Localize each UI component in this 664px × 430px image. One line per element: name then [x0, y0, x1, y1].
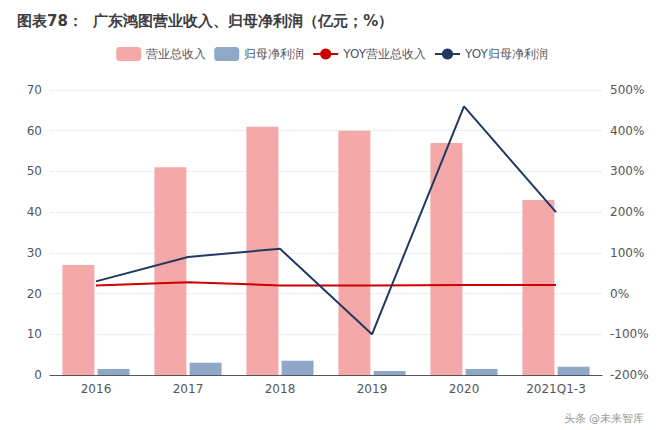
svg-text:图表78： 广东鸿图营业收入、归母净利润（亿元；%）: 图表78： 广东鸿图营业收入、归母净利润（亿元；%）	[17, 12, 393, 30]
svg-text:500%: 500%	[610, 83, 644, 97]
svg-text:0: 0	[34, 368, 42, 382]
svg-text:2018: 2018	[265, 382, 296, 396]
svg-text:30: 30	[27, 246, 42, 260]
svg-text:70: 70	[27, 83, 42, 97]
svg-text:300%: 300%	[610, 164, 644, 178]
svg-text:400%: 400%	[610, 124, 644, 138]
svg-text:-100%: -100%	[610, 327, 649, 341]
svg-text:头条 @未来智库: 头条 @未来智库	[564, 412, 645, 425]
svg-text:20: 20	[27, 287, 42, 301]
svg-text:2020: 2020	[449, 382, 480, 396]
svg-text:YOY营业总收入: YOY营业总收入	[342, 47, 426, 61]
svg-text:10: 10	[27, 327, 42, 341]
svg-text:50: 50	[27, 164, 42, 178]
svg-text:2017: 2017	[173, 382, 204, 396]
svg-text:YOY归母净利润: YOY归母净利润	[464, 47, 548, 61]
svg-text:营业总收入: 营业总收入	[146, 47, 206, 61]
svg-text:100%: 100%	[610, 246, 644, 260]
svg-text:归母净利润: 归母净利润	[244, 47, 304, 61]
svg-text:2021Q1-3: 2021Q1-3	[526, 382, 586, 396]
svg-text:2019: 2019	[357, 382, 388, 396]
svg-text:40: 40	[27, 205, 42, 219]
svg-text:2016: 2016	[81, 382, 112, 396]
svg-text:0%: 0%	[610, 287, 629, 301]
svg-text:200%: 200%	[610, 205, 644, 219]
svg-text:60: 60	[27, 124, 42, 138]
svg-text:-200%: -200%	[610, 368, 649, 382]
